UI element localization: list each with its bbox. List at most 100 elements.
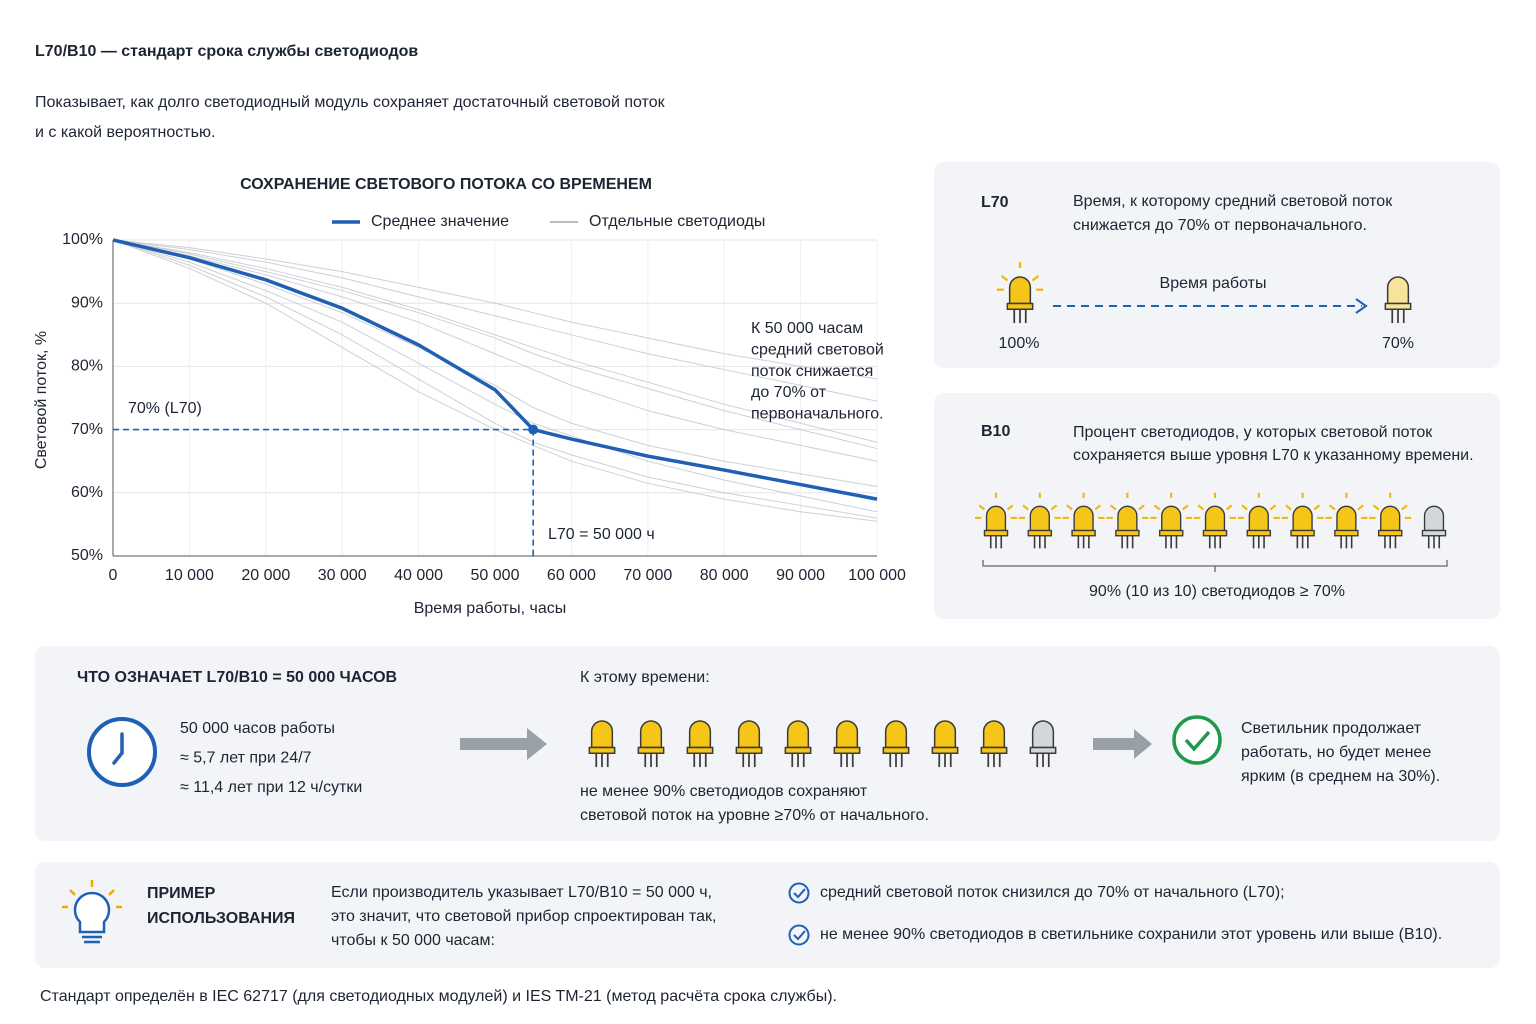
led-dome [1292,505,1313,532]
example-panel [35,862,1500,968]
y-tick-label: 50% [71,547,103,564]
x-tick-label: 90 000 [776,567,825,584]
result-line: ярким (в среднем на 30%). [1241,768,1440,785]
led-base [833,746,861,754]
led-ray [1153,504,1161,511]
meaning-title: ЧТО ОЗНАЧАЕТ L70/B10 = 50 000 ЧАСОВ [77,669,397,686]
led-line [112,239,878,443]
led-icon [1237,492,1280,549]
example-title: ПРИМЕР [147,885,216,902]
led-ray [1357,504,1364,511]
by-time: К этому времени: [580,669,710,686]
led-ray [1006,504,1014,511]
arrow-head [1355,298,1368,314]
footer: Стандарт определён в IEC 62717 (для свет… [40,988,837,1005]
led-dome [1161,505,1182,532]
x-tick-label: 20 000 [241,567,290,584]
led-icon [931,720,959,768]
led-dome [835,720,859,749]
led-icon [735,720,763,768]
led-icon [686,720,714,768]
led-base [1029,746,1057,754]
mean-line [112,238,878,501]
arrow-label: Время работы [1160,275,1267,292]
led-dome [884,720,908,749]
led-base [637,746,665,754]
led-ray [1269,504,1277,511]
led-ray [1022,504,1029,511]
chart-title: СОХРАНЕНИЕ СВЕТОВОГО ПОТОКА СО ВРЕМЕНЕМ [240,176,652,193]
callout: средний световой [751,342,884,359]
item-check [793,888,806,899]
led-ray [1197,504,1205,511]
example-text: чтобы к 50 000 часам: [331,932,495,949]
bulb-ray [108,889,115,896]
example-title: ИСПОЛЬЗОВАНИЯ [147,910,295,927]
x-annotation: L70 = 50 000 ч [548,526,655,543]
led-ray [1241,504,1248,511]
subtitle: и с какой вероятностью. [35,124,215,141]
led-dome [1423,505,1445,532]
led-ray [1066,504,1073,511]
result-line: Светильник продолжает [1241,720,1422,737]
x-axis-label: Время работы, часы [414,600,567,617]
bracket [982,560,1448,572]
led-ray [1285,504,1292,511]
y-annotation: 70% (L70) [128,400,202,417]
led-icon [980,720,1008,768]
led-dome [1336,505,1357,532]
led-line [112,239,878,402]
led-base [931,746,959,754]
led-ray [1372,504,1380,511]
led-base [735,746,763,754]
led-line [112,239,878,522]
led-icon [588,720,616,768]
x-tick-label: 80 000 [700,567,749,584]
b10-text: Процент светодиодов, у которых световой … [1073,424,1433,441]
meaning-panel [35,646,1500,841]
led-ray [978,504,986,511]
led-icon [1369,492,1412,549]
gray-arrow [1093,729,1152,759]
l70-point [528,424,539,435]
led-line [112,239,878,519]
led-icon [1194,492,1236,549]
led-icon [1150,492,1193,549]
check-circle [1172,715,1222,765]
start-label: 100% [999,335,1040,352]
led-dome [1248,505,1269,532]
hours-line: 50 000 часов работы [180,720,335,737]
led-icon [975,492,1017,549]
callout: до 70% от [751,384,827,401]
led-icon [1384,276,1412,324]
item-check-circle [788,924,810,946]
y-axis-label: Световой поток, % [33,331,50,469]
led-base [686,746,714,754]
led-base [1246,529,1272,537]
end-label: 70% [1382,335,1414,352]
page-title: L70/B10 — стандарт срока службы светодио… [35,43,418,60]
led-ray [1000,275,1009,282]
note-line: не менее 90% светодиодов сохраняют [580,783,868,800]
y-tick-label: 100% [62,231,103,248]
led-icon [882,720,910,768]
x-tick-label: 50 000 [471,567,520,584]
led-icon [1281,492,1324,549]
led-dome [1031,720,1055,749]
led-dome [737,720,761,749]
led-icon [1062,492,1105,549]
led-icon [784,720,812,768]
bulb [73,891,111,944]
led-base [1384,302,1412,310]
note-line: световой поток на уровне ≥70% от начальн… [580,807,929,824]
led-base [1071,529,1096,537]
led-line [112,239,878,513]
led-dome [639,720,663,749]
led-icon [1018,492,1061,549]
result-line: работать, но будет менее [1241,744,1431,761]
led-icon [997,262,1043,324]
led-base [1115,529,1140,537]
led-icon [1106,492,1149,549]
led-ray [1050,504,1058,511]
